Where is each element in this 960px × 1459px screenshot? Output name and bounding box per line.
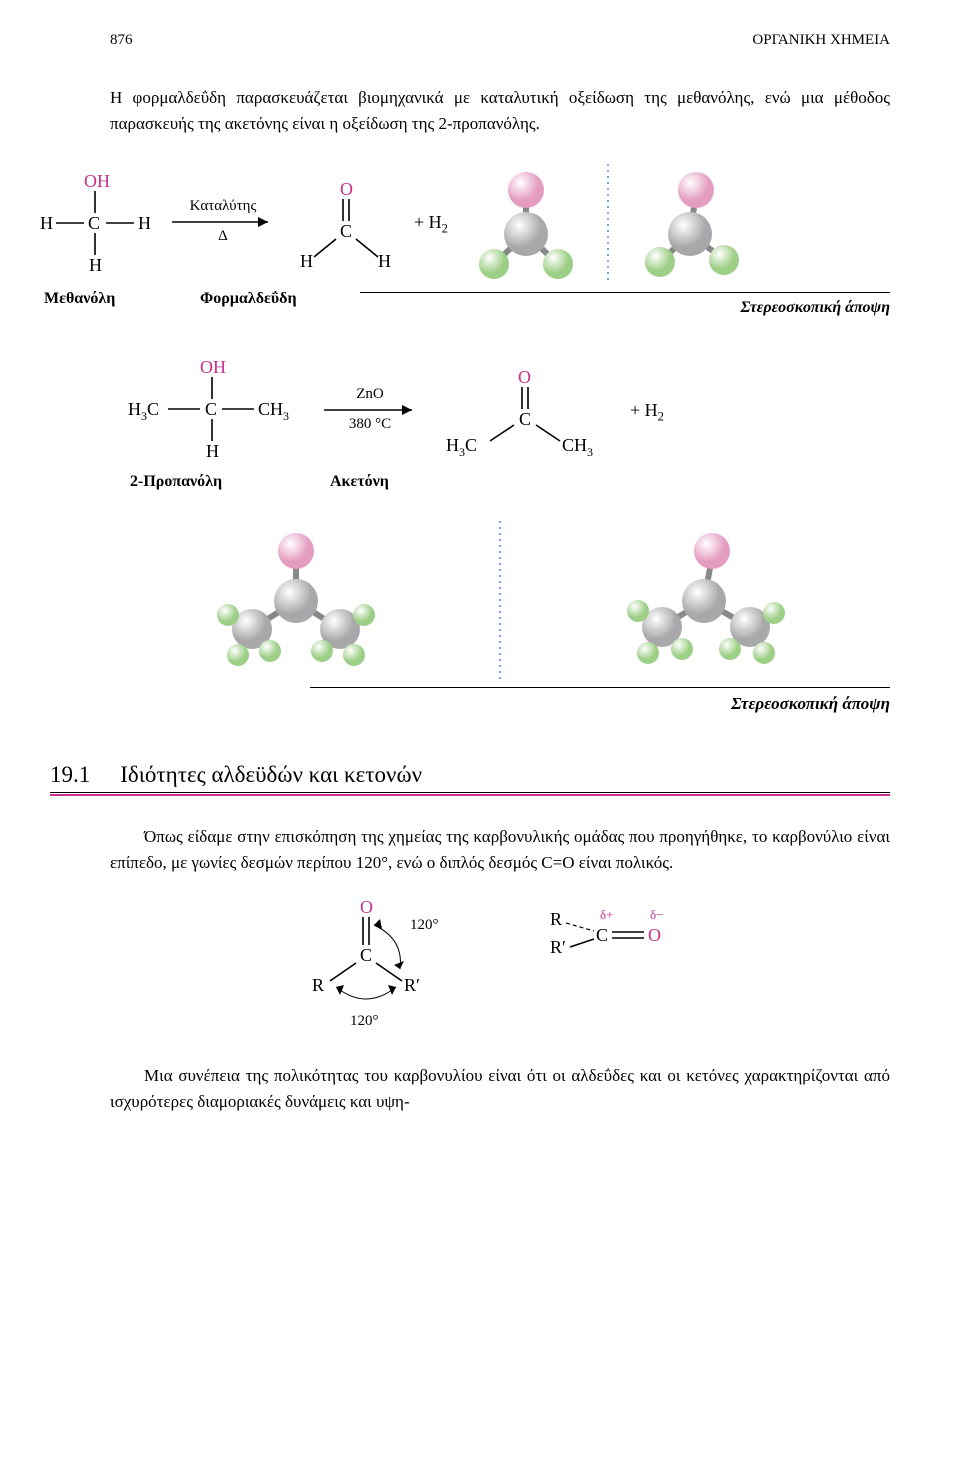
svg-text:δ−: δ− xyxy=(650,907,663,922)
label-stereo-1: Στερεοσκοπική άποψη xyxy=(360,292,890,317)
svg-text:C: C xyxy=(340,221,352,241)
carbonyl-polarity: R R′ C δ+ O δ− xyxy=(540,895,710,975)
svg-text:R: R xyxy=(312,975,324,995)
label-formaldehyde: Φορμαλδεΰδη xyxy=(170,290,360,317)
svg-text:CH3: CH3 xyxy=(562,435,593,457)
svg-text:Kαταλύτης: Kαταλύτης xyxy=(190,198,257,214)
chapter-title: ΟΡΓΑΝΙΚΗ ΧΗΜΕΙΑ xyxy=(752,32,890,49)
page-header: 876 ΟΡΓΑΝΙΚΗ ΧΗΜΕΙΑ xyxy=(110,32,890,49)
section-rule xyxy=(50,792,890,796)
reaction2-arrow: ZnO 380 °C xyxy=(320,384,420,440)
svg-text:120°: 120° xyxy=(410,917,439,933)
reaction-1: OH H C H H Kαταλύτης Δ O C H H xyxy=(40,164,890,284)
paragraph-1: Όπως είδαμε στην επισκόπηση της χημείας … xyxy=(110,824,890,875)
reaction1-labels: Mεθανόλη Φορμαλδεΰδη Στερεοσκοπική άποψη xyxy=(40,290,890,317)
stereo-divider-icon xyxy=(496,521,504,681)
formaldehyde-structure: O C H H xyxy=(296,179,396,269)
label-acetone: Aκετόνη xyxy=(310,473,460,491)
acetone-3d-right xyxy=(604,521,804,681)
svg-text:ZnO: ZnO xyxy=(356,386,384,402)
propanol-structure: OH H3C C CH3 H xyxy=(120,357,300,467)
svg-text:H: H xyxy=(206,441,219,461)
svg-text:O: O xyxy=(648,925,661,945)
acetone-stereo-pair xyxy=(110,521,890,681)
svg-text:120°: 120° xyxy=(350,1013,379,1029)
svg-text:C: C xyxy=(519,409,531,429)
intro-paragraph: H φορμαλδεΰδη παρασκευάζεται βιομηχανικά… xyxy=(110,85,890,136)
paragraph-2: Mια συνέπεια της πολικότητας του καρβονυ… xyxy=(110,1063,890,1114)
svg-text:C: C xyxy=(360,945,372,965)
reaction-2: OH H3C C CH3 H ZnO 380 °C O C H3C CH3 xyxy=(120,357,890,467)
svg-text:H: H xyxy=(40,213,53,233)
reaction1-plus-h2: + H2 xyxy=(414,212,448,237)
svg-text:R′: R′ xyxy=(404,975,420,995)
svg-text:C: C xyxy=(596,925,608,945)
acetone-structure: O C H3C CH3 xyxy=(440,367,610,457)
label-methanol: Mεθανόλη xyxy=(40,290,170,317)
page-number: 876 xyxy=(110,32,133,49)
svg-text:H3C: H3C xyxy=(446,435,477,457)
reaction1-arrow: Kαταλύτης Δ xyxy=(168,196,278,252)
svg-text:H: H xyxy=(378,251,391,269)
carbonyl-diagram: O C R R′ 120° 120° R R′ C δ+ xyxy=(110,895,890,1035)
svg-text:H: H xyxy=(89,255,102,275)
svg-text:H3C: H3C xyxy=(128,399,159,423)
label-stereo-2: Στερεοσκοπική άποψη xyxy=(310,687,890,714)
svg-text:H: H xyxy=(300,251,313,269)
reaction2-labels: 2-Προπανόλη Aκετόνη xyxy=(120,473,890,491)
reaction2-plus-h2: + H2 xyxy=(630,400,664,425)
stereo-divider-icon xyxy=(604,164,612,284)
svg-text:CH3: CH3 xyxy=(258,399,289,423)
section-heading: 19.1 Ιδιότητες αλδεϋδών και κετονών xyxy=(50,762,890,788)
svg-text:OH: OH xyxy=(200,357,226,377)
svg-text:C: C xyxy=(205,399,217,419)
label-propanol: 2-Προπανόλη xyxy=(120,473,310,491)
section-title: Ιδιότητες αλδεϋδών και κετονών xyxy=(120,762,422,788)
svg-text:OH: OH xyxy=(84,171,110,191)
section-number: 19.1 xyxy=(50,762,90,788)
svg-text:O: O xyxy=(340,179,353,199)
formaldehyde-3d-left xyxy=(466,164,586,284)
svg-text:380 °C: 380 °C xyxy=(349,416,391,432)
carbonyl-angles: O C R R′ 120° 120° xyxy=(290,895,450,1035)
svg-text:O: O xyxy=(518,367,531,387)
acetone-3d-left xyxy=(196,521,396,681)
methanol-structure: OH H C H H xyxy=(40,169,150,279)
svg-text:O: O xyxy=(360,897,373,917)
svg-text:R′: R′ xyxy=(550,937,566,957)
svg-text:δ+: δ+ xyxy=(600,907,613,922)
svg-text:R: R xyxy=(550,909,562,929)
formaldehyde-3d-right xyxy=(630,164,750,284)
svg-text:Δ: Δ xyxy=(218,228,228,244)
svg-text:H: H xyxy=(138,213,150,233)
svg-text:C: C xyxy=(88,213,100,233)
